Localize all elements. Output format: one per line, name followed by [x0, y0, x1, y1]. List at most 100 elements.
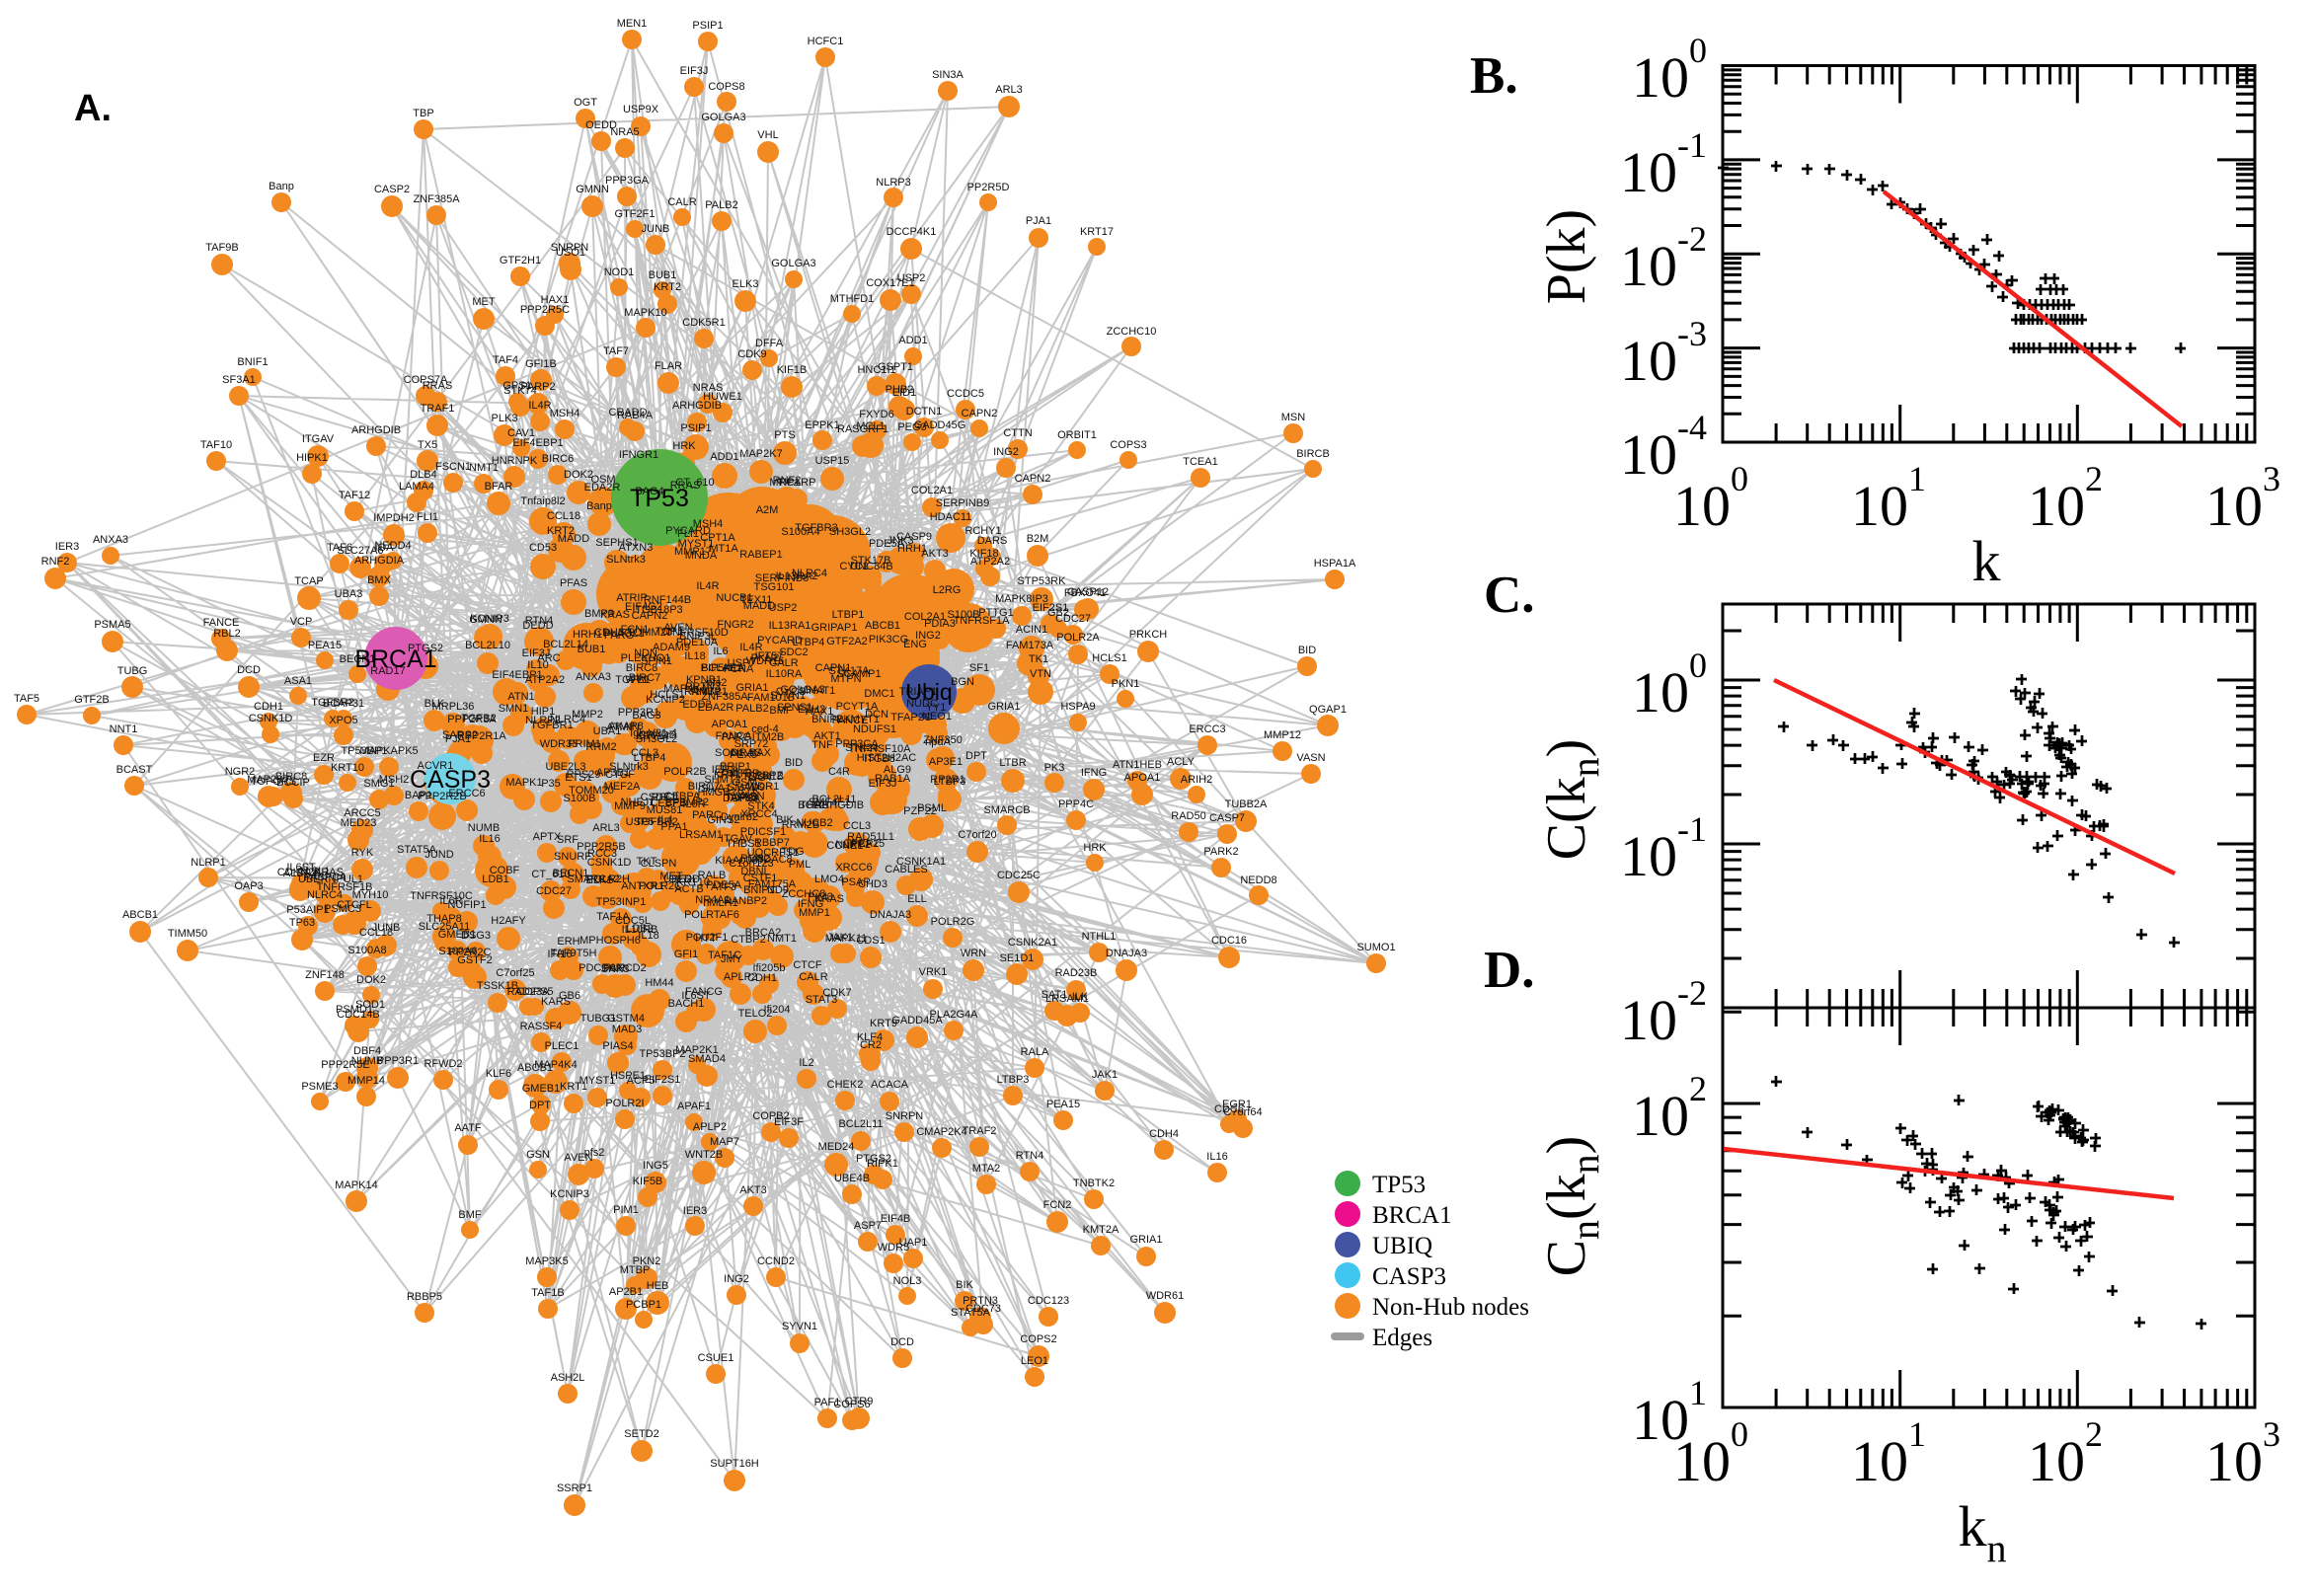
svg-text:CASP9: CASP9: [896, 531, 932, 543]
svg-text:NR4A1: NR4A1: [695, 894, 730, 906]
svg-text:STAT5A: STAT5A: [951, 1307, 991, 1319]
svg-text:PEA15: PEA15: [1046, 1099, 1080, 1110]
svg-text:RABEP1: RABEP1: [739, 549, 782, 561]
svg-text:PLEKHO1: PLEKHO1: [621, 652, 671, 664]
svg-text:PRKCH: PRKCH: [1129, 629, 1168, 641]
svg-text:IL4: IL4: [657, 814, 672, 826]
svg-text:NLRP3: NLRP3: [876, 177, 910, 189]
svg-text:UBE2I: UBE2I: [663, 874, 695, 885]
svg-text:IER3: IER3: [683, 1205, 707, 1217]
svg-text:TGFBR3: TGFBR3: [795, 522, 837, 534]
svg-text:CALR: CALR: [799, 971, 827, 983]
svg-text:SRF: SRF: [557, 834, 579, 846]
svg-text:BLK: BLK: [425, 698, 445, 710]
svg-text:SNRPN: SNRPN: [551, 242, 589, 254]
svg-text:PIM1: PIM1: [613, 1204, 639, 1216]
svg-text:TAF4: TAF4: [493, 354, 518, 366]
svg-text:JAK1: JAK1: [827, 932, 853, 944]
svg-text:WRN: WRN: [961, 948, 986, 959]
svg-text:TAF9B: TAF9B: [725, 792, 757, 803]
svg-text:PALB2: PALB2: [735, 703, 768, 715]
svg-text:POLR2B: POLR2B: [663, 766, 706, 778]
svg-text:GINS2: GINS2: [707, 814, 739, 826]
svg-text:PSIP1: PSIP1: [680, 422, 711, 434]
svg-text:RPS29: RPS29: [567, 769, 601, 781]
svg-text:CABLES: CABLES: [885, 864, 927, 875]
svg-text:ERCC3: ERCC3: [1189, 723, 1225, 735]
svg-text:HNRNPK: HNRNPK: [492, 455, 538, 467]
svg-text:CDKN2A: CDKN2A: [277, 867, 322, 878]
svg-text:TCEA1: TCEA1: [1183, 456, 1217, 468]
svg-text:SNURF: SNURF: [554, 851, 591, 863]
svg-text:TNFRSF10A: TNFRSF10A: [849, 743, 912, 755]
svg-text:DAPK3: DAPK3: [723, 793, 758, 804]
svg-text:TAF1C: TAF1C: [708, 950, 741, 961]
svg-text:IL6ST: IL6ST: [681, 990, 711, 1002]
svg-text:WDR61: WDR61: [1146, 1290, 1185, 1302]
svg-text:SERPINB9: SERPINB9: [936, 497, 989, 509]
svg-text:NUMB: NUMB: [351, 1055, 383, 1067]
svg-text:C1orf123: C1orf123: [729, 858, 773, 870]
svg-text:GMNN: GMNN: [576, 184, 609, 195]
svg-text:AKT3: AKT3: [739, 1184, 767, 1196]
svg-text:YY1: YY1: [926, 702, 947, 714]
svg-text:TOMM20: TOMM20: [569, 785, 614, 797]
svg-text:AATF: AATF: [454, 1122, 482, 1134]
svg-text:npdA: npdA: [925, 736, 951, 748]
svg-text:UBERNPUL1: UBERNPUL1: [298, 874, 363, 885]
svg-text:RRM2: RRM2: [585, 741, 616, 753]
svg-text:COL2A1: COL2A1: [904, 611, 946, 623]
svg-text:FAM175A: FAM175A: [748, 878, 797, 890]
svg-text:SNRPN: SNRPN: [886, 1110, 924, 1122]
svg-text:C4R: C4R: [828, 766, 850, 778]
svg-text:LRSAM1: LRSAM1: [1045, 993, 1089, 1005]
svg-text:BECN1: BECN1: [553, 868, 589, 879]
svg-text:STP53RK: STP53RK: [1018, 575, 1067, 587]
svg-text:RFWD2: RFWD2: [424, 1058, 462, 1070]
svg-text:RRAS: RRAS: [423, 380, 453, 392]
svg-text:PSAP: PSAP: [841, 876, 870, 888]
svg-text:CPT1A: CPT1A: [700, 532, 735, 544]
svg-text:VTN: VTN: [1030, 668, 1051, 680]
svg-text:MUS81: MUS81: [647, 804, 683, 816]
svg-text:ARCC5: ARCC5: [344, 807, 380, 819]
svg-text:RNF144B: RNF144B: [644, 594, 691, 606]
svg-text:ELK1: ELK1: [586, 874, 613, 886]
svg-text:JNK3: JNK3: [888, 535, 914, 547]
svg-text:CTTN: CTTN: [1003, 427, 1032, 439]
svg-text:HRH1: HRH1: [897, 543, 927, 555]
svg-text:GTF2F1: GTF2F1: [615, 208, 656, 220]
svg-text:GPS1: GPS1: [502, 380, 531, 392]
svg-text:IL2: IL2: [799, 1057, 813, 1069]
svg-text:RALA: RALA: [1021, 1046, 1049, 1058]
svg-text:CAPN2: CAPN2: [632, 610, 668, 622]
svg-text:TAF10: TAF10: [200, 439, 232, 451]
svg-text:MSH4: MSH4: [693, 518, 724, 530]
svg-text:ARL3: ARL3: [592, 822, 620, 834]
svg-text:CDC14B: CDC14B: [337, 1009, 379, 1021]
svg-text:MET: MET: [472, 296, 496, 308]
svg-text:SLC27A6: SLC27A6: [337, 545, 383, 557]
svg-text:HAX1: HAX1: [541, 294, 570, 306]
svg-text:IL18: IL18: [684, 650, 705, 662]
svg-text:NRAS: NRAS: [693, 382, 724, 394]
svg-text:S100B: S100B: [563, 793, 595, 804]
svg-text:NMT1: NMT1: [767, 933, 797, 945]
svg-text:LRSAM1: LRSAM1: [679, 829, 723, 841]
svg-text:PPP2R2B: PPP2R2B: [418, 791, 467, 802]
svg-text:HRK: HRK: [672, 440, 696, 452]
svg-text:BAP1: BAP1: [405, 790, 432, 801]
svg-text:ABCB1: ABCB1: [517, 1062, 553, 1074]
svg-text:ACTB: ACTB: [674, 883, 703, 895]
svg-text:CMAP2K4: CMAP2K4: [916, 1126, 966, 1138]
svg-text:RALB: RALB: [698, 870, 727, 881]
svg-text:TP53BP1: TP53BP1: [341, 745, 387, 757]
svg-text:NHEJ1: NHEJ1: [621, 797, 656, 808]
svg-text:IMPDH2: IMPDH2: [373, 512, 415, 524]
svg-text:BAG4: BAG4: [635, 486, 663, 497]
svg-text:EIF2S1: EIF2S1: [1033, 602, 1069, 614]
svg-text:PRTN3: PRTN3: [685, 681, 721, 693]
svg-text:PMS2: PMS2: [740, 853, 770, 865]
svg-text:KIF18: KIF18: [969, 548, 998, 560]
svg-text:ANXA3: ANXA3: [576, 671, 611, 683]
